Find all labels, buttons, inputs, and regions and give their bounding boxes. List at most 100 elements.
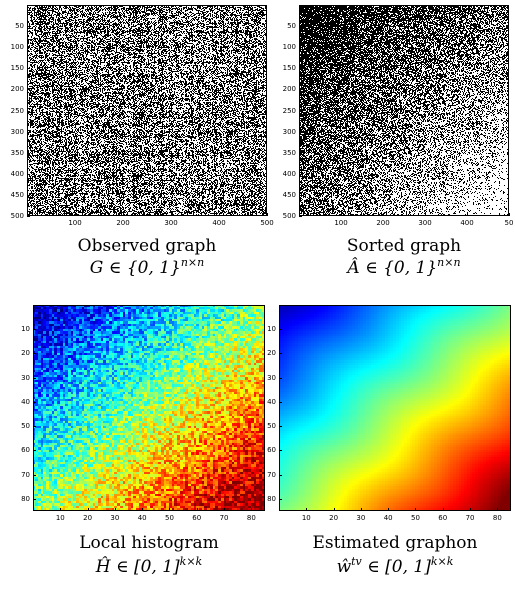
x-tick-label: 10 bbox=[301, 514, 311, 522]
y-tick-label: 300 bbox=[10, 127, 24, 136]
y-tick-label: 450 bbox=[10, 190, 24, 199]
y-tick-mark bbox=[27, 110, 30, 112]
x-tick-label: 300 bbox=[418, 219, 432, 227]
y-tick-mark bbox=[33, 498, 36, 500]
y-tick-label: 70 bbox=[21, 470, 30, 479]
estimated-graphon-caption: Estimated graphon bbox=[312, 533, 478, 553]
x-tick-label: 70 bbox=[219, 514, 229, 522]
x-tick-mark bbox=[224, 508, 226, 511]
x-tick-label: 80 bbox=[492, 514, 502, 522]
y-tick-mark bbox=[299, 47, 302, 49]
y-tick-mark bbox=[33, 474, 36, 476]
y-tick-label: 450 bbox=[282, 190, 296, 199]
local-histogram-formula: Ĥ ∈ [0, 1]k×k bbox=[95, 555, 203, 577]
y-tick-mark bbox=[27, 173, 30, 175]
y-tick-mark bbox=[279, 329, 282, 331]
estimated-graphon-image bbox=[279, 305, 511, 511]
x-tick-mark bbox=[267, 213, 268, 216]
x-tick-mark bbox=[123, 213, 124, 216]
x-tick-label: 30 bbox=[110, 514, 120, 522]
y-tick-mark bbox=[27, 89, 30, 91]
x-tick-mark bbox=[509, 213, 510, 216]
y-tick-mark bbox=[299, 152, 302, 154]
y-tick-mark bbox=[299, 110, 302, 112]
x-tick-label: 300 bbox=[164, 219, 178, 227]
x-tick-label: 50 bbox=[165, 514, 174, 522]
y-tick-label: 350 bbox=[10, 148, 24, 157]
x-tick-label: 50 bbox=[504, 219, 514, 227]
x-tick-mark bbox=[60, 508, 62, 511]
x-tick-label: 400 bbox=[460, 219, 474, 227]
y-tick-label: 50 bbox=[15, 22, 24, 31]
y-tick-label: 20 bbox=[267, 349, 276, 358]
x-tick-label: 70 bbox=[465, 514, 475, 522]
y-tick-label: 50 bbox=[287, 22, 296, 31]
y-tick-mark bbox=[299, 89, 302, 91]
y-tick-label: 80 bbox=[21, 494, 30, 503]
x-tick-mark bbox=[497, 508, 499, 511]
y-tick-label: 10 bbox=[21, 325, 30, 334]
x-tick-mark bbox=[306, 508, 308, 511]
local-histogram-image bbox=[33, 305, 265, 511]
y-tick-mark bbox=[279, 377, 282, 379]
y-tick-label: 80 bbox=[267, 494, 276, 503]
x-tick-label: 400 bbox=[212, 219, 226, 227]
y-tick-mark bbox=[299, 26, 302, 28]
y-tick-label: 50 bbox=[21, 422, 30, 431]
y-tick-mark bbox=[299, 173, 302, 175]
y-tick-label: 30 bbox=[21, 373, 30, 382]
y-tick-mark bbox=[279, 353, 282, 355]
sorted-graph-caption: Sorted graph bbox=[346, 236, 462, 256]
y-tick-mark bbox=[299, 68, 302, 70]
x-tick-label: 40 bbox=[383, 514, 393, 522]
y-tick-label: 200 bbox=[282, 85, 296, 94]
observed-graph-formula: G ∈ {0, 1}n×n bbox=[89, 256, 205, 278]
y-tick-label: 60 bbox=[21, 446, 30, 455]
y-tick-label: 70 bbox=[267, 470, 276, 479]
x-tick-mark bbox=[467, 213, 468, 216]
y-tick-mark bbox=[33, 450, 36, 452]
y-tick-mark bbox=[33, 377, 36, 379]
x-tick-mark bbox=[383, 213, 384, 216]
y-tick-mark bbox=[27, 194, 30, 196]
y-tick-label: 350 bbox=[282, 148, 296, 157]
x-tick-mark bbox=[442, 508, 444, 511]
estimated-graphon-formula: ŵtv ∈ [0, 1]k×k bbox=[336, 555, 454, 577]
y-tick-mark bbox=[279, 450, 282, 452]
y-tick-label: 100 bbox=[10, 43, 24, 52]
x-tick-mark bbox=[87, 508, 89, 511]
x-tick-label: 80 bbox=[246, 514, 256, 522]
x-tick-mark bbox=[470, 508, 472, 511]
y-tick-mark bbox=[279, 401, 282, 403]
y-tick-mark bbox=[33, 426, 36, 428]
x-tick-mark bbox=[171, 213, 172, 216]
x-tick-label: 10 bbox=[55, 514, 65, 522]
x-tick-label: 60 bbox=[438, 514, 448, 522]
x-tick-label: 200 bbox=[116, 219, 130, 227]
y-tick-mark bbox=[27, 152, 30, 154]
x-tick-mark bbox=[169, 508, 171, 511]
y-tick-mark bbox=[27, 216, 30, 217]
y-tick-mark bbox=[299, 131, 302, 133]
y-tick-mark bbox=[27, 68, 30, 70]
x-tick-label: 500 bbox=[260, 219, 274, 227]
x-tick-label: 50 bbox=[411, 514, 420, 522]
y-tick-mark bbox=[299, 194, 302, 196]
x-tick-mark bbox=[333, 508, 335, 511]
y-tick-label: 40 bbox=[267, 397, 276, 406]
y-tick-mark bbox=[27, 26, 30, 28]
y-tick-label: 500 bbox=[10, 212, 24, 220]
y-tick-label: 250 bbox=[10, 106, 24, 115]
y-tick-label: 40 bbox=[21, 397, 30, 406]
y-tick-mark bbox=[27, 47, 30, 49]
y-tick-mark bbox=[299, 216, 302, 217]
x-tick-mark bbox=[388, 508, 390, 511]
x-tick-mark bbox=[219, 213, 220, 216]
local-histogram-caption: Local histogram bbox=[79, 533, 219, 553]
y-tick-mark bbox=[279, 474, 282, 476]
x-tick-label: 100 bbox=[334, 219, 348, 227]
x-tick-mark bbox=[251, 508, 253, 511]
y-tick-label: 150 bbox=[10, 64, 24, 73]
y-tick-label: 10 bbox=[267, 325, 276, 334]
y-tick-mark bbox=[279, 426, 282, 428]
